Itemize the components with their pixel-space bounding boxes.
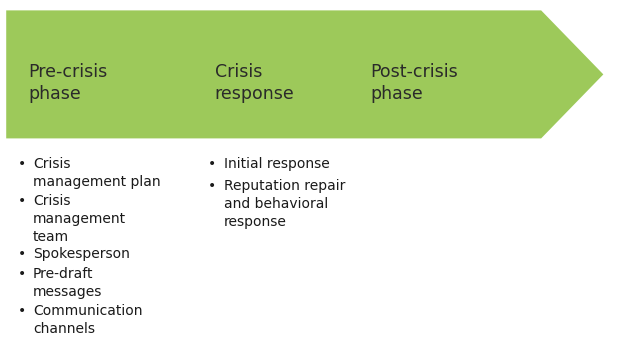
Text: •: • — [17, 247, 26, 261]
Text: Pre-crisis
phase: Pre-crisis phase — [28, 63, 107, 103]
Text: Pre-draft
messages: Pre-draft messages — [33, 267, 103, 299]
Text: •: • — [17, 194, 26, 208]
Text: Spokesperson: Spokesperson — [33, 247, 130, 261]
Text: •: • — [208, 179, 216, 193]
Text: Crisis
response: Crisis response — [215, 63, 294, 103]
Text: Communication
channels: Communication channels — [33, 304, 142, 336]
Text: Crisis
management
team: Crisis management team — [33, 194, 126, 244]
Text: Reputation repair
and behavioral
response: Reputation repair and behavioral respons… — [224, 179, 345, 229]
Polygon shape — [6, 10, 603, 138]
Text: •: • — [17, 267, 26, 281]
Text: Post-crisis
phase: Post-crisis phase — [370, 63, 458, 103]
Text: •: • — [17, 304, 26, 318]
Text: •: • — [17, 157, 26, 171]
Text: Initial response: Initial response — [224, 157, 330, 171]
Text: •: • — [208, 157, 216, 171]
Text: Crisis
management plan: Crisis management plan — [33, 157, 160, 189]
